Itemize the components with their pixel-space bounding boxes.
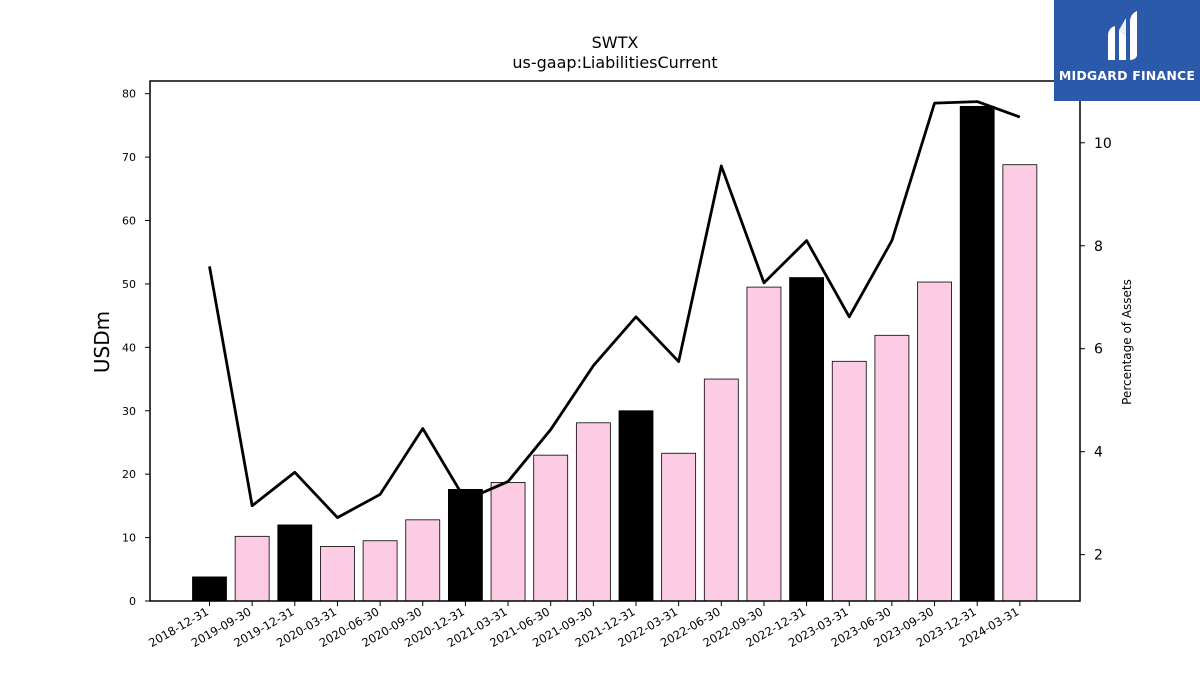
- y-tick-label: 30: [122, 405, 136, 418]
- y2-tick-label: 6: [1094, 342, 1103, 358]
- percentage-line: [208, 100, 1021, 519]
- bar-2020-03-31: [320, 546, 355, 602]
- bar-2018-12-31: [192, 576, 227, 602]
- bar-2020-06-30: [362, 540, 398, 602]
- bar-2023-12-31: [959, 105, 995, 602]
- midgard-finance-logo: MIDGARD FINANCE: [1054, 0, 1200, 101]
- y-tick-label: 60: [122, 215, 136, 228]
- bar-2021-06-30: [533, 454, 569, 602]
- y-tick-label: 40: [122, 341, 136, 354]
- bar-2019-09-30: [234, 535, 270, 602]
- y2-tick-label: 10: [1094, 136, 1112, 152]
- bar-2023-03-31: [831, 360, 867, 602]
- bar-2022-06-30: [703, 378, 739, 602]
- bar-2021-12-31: [618, 410, 654, 602]
- y-tick-label: 80: [122, 88, 136, 101]
- y-tick-label: 0: [129, 595, 136, 608]
- y2-axis-label: Percentage of Assets: [1120, 279, 1134, 405]
- bar-2024-03-31: [1002, 164, 1038, 602]
- plot-frame: [149, 80, 1081, 602]
- y-tick-label: 20: [122, 468, 136, 481]
- y-tick-label: 70: [122, 151, 136, 164]
- logo-mark-icon: [1108, 11, 1137, 60]
- bar-2021-09-30: [575, 422, 611, 602]
- y-tick-label: 10: [122, 532, 136, 545]
- bar-2023-06-30: [874, 334, 910, 602]
- y2-tick-label: 2: [1094, 548, 1103, 564]
- bar-2019-12-31: [277, 524, 313, 602]
- bar-2023-09-30: [917, 281, 952, 602]
- bar-2022-03-31: [661, 452, 697, 602]
- y-tick-label: 50: [122, 278, 136, 291]
- plot-area: 010203040506070802468102018-12-312019-09…: [122, 80, 1112, 650]
- y2-tick-label: 8: [1094, 239, 1103, 255]
- bar-2020-12-31: [447, 488, 483, 602]
- bar-2022-09-30: [746, 286, 782, 602]
- bar-2021-03-31: [490, 482, 526, 602]
- chart-subtitle: us-gaap:LiabilitiesCurrent: [512, 53, 717, 72]
- y2-tick-label: 4: [1094, 445, 1103, 461]
- chart-title: SWTX: [592, 33, 639, 52]
- bar-2022-12-31: [789, 277, 824, 602]
- logo-text: MIDGARD FINANCE: [1058, 68, 1196, 83]
- y-axis-label: USDm: [90, 311, 114, 373]
- bar-2020-09-30: [405, 519, 441, 602]
